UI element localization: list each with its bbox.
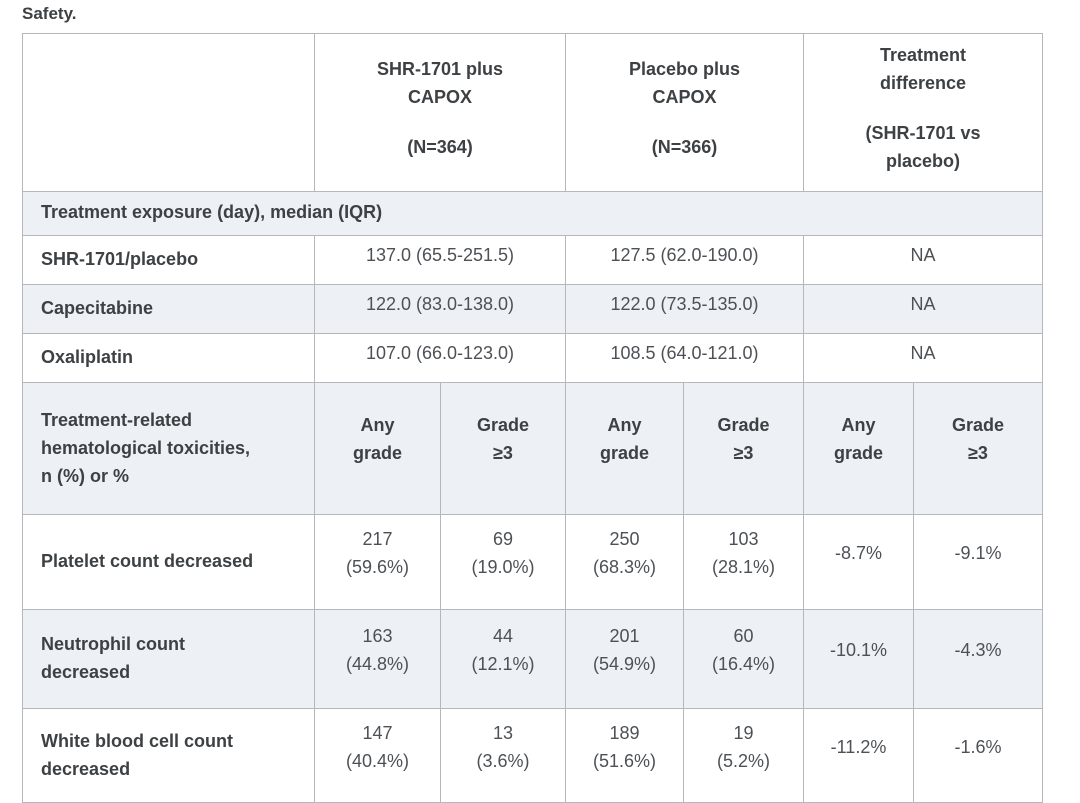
value-shr: 137.0 (65.5-251.5) <box>314 235 566 286</box>
count: 250 <box>609 529 640 550</box>
row-label: Platelet count decreased <box>22 514 315 611</box>
value-placebo: 127.5 (62.0-190.0) <box>565 235 804 286</box>
subheader-label: Any grade <box>833 414 884 463</box>
value-difference: NA <box>803 235 1043 286</box>
value-difference: NA <box>803 333 1043 384</box>
count: 13 <box>492 722 514 743</box>
row-label: Capecitabine <box>22 284 315 335</box>
value-placebo-grade3: 60 (16.4%) <box>683 609 804 710</box>
value-placebo-any: 250 (68.3%) <box>565 514 684 611</box>
value-shr: 122.0 (83.0-138.0) <box>314 284 566 335</box>
value-difference-any: -8.7% <box>803 514 914 611</box>
row-label: Oxaliplatin <box>22 333 315 384</box>
value-difference-grade3: -4.3% <box>913 609 1043 710</box>
percent: (44.8%) <box>345 654 410 675</box>
subheader-shr-grade3: Grade ≥3 <box>440 382 566 516</box>
value-difference-any: -10.1% <box>803 609 914 710</box>
subheader-label: Grade ≥3 <box>476 414 530 463</box>
value-placebo: 108.5 (64.0-121.0) <box>565 333 804 384</box>
row-label: White blood cell count decreased <box>22 708 315 803</box>
count: 69 <box>492 529 514 550</box>
table-row-capecitabine: Capecitabine 122.0 (83.0-138.0) 122.0 (7… <box>22 284 1043 335</box>
value-difference-any: -11.2% <box>803 708 914 803</box>
percent: (40.4%) <box>345 750 410 771</box>
row-label: SHR-1701/placebo <box>22 235 315 286</box>
section-header-label: Treatment exposure (day), median (IQR) <box>22 191 1043 237</box>
count: 217 <box>362 529 393 550</box>
toxicities-section-label: Treatment-related hematological toxiciti… <box>22 382 315 516</box>
toxicities-header-row: Treatment-related hematological toxiciti… <box>22 382 1043 516</box>
column-header-shr1701-title: SHR-1701 plus CAPOX <box>376 59 504 107</box>
percent: (59.6%) <box>345 557 410 578</box>
value-difference: NA <box>803 284 1043 335</box>
percent: (19.0%) <box>471 557 535 578</box>
subheader-shr-any-grade: Any grade <box>314 382 441 516</box>
section-header-row: Treatment exposure (day), median (IQR) <box>22 191 1043 237</box>
percent: (3.6%) <box>476 750 530 771</box>
header-blank-cell <box>22 33 315 193</box>
table-row-neutrophil: Neutrophil count decreased 163 (44.8%) 4… <box>22 609 1043 710</box>
column-header-difference-title: Treatment difference <box>879 45 967 93</box>
column-header-difference-n: (SHR-1701 vs placebo) <box>865 122 981 171</box>
value-placebo-any: 201 (54.9%) <box>565 609 684 710</box>
value-difference-grade3: -9.1% <box>913 514 1043 611</box>
percent: (16.4%) <box>711 654 776 675</box>
safety-table: SHR-1701 plus CAPOX (N=364) Placebo plus… <box>22 33 1043 803</box>
count: 103 <box>728 529 759 550</box>
table-row-oxaliplatin: Oxaliplatin 107.0 (66.0-123.0) 108.5 (64… <box>22 333 1043 384</box>
value-shr-any: 163 (44.8%) <box>314 609 441 710</box>
value-placebo-grade3: 103 (28.1%) <box>683 514 804 611</box>
subheader-difference-grade3: Grade ≥3 <box>913 382 1043 516</box>
percent: (12.1%) <box>471 654 535 675</box>
value-placebo: 122.0 (73.5-135.0) <box>565 284 804 335</box>
value-shr-grade3: 13 (3.6%) <box>440 708 566 803</box>
value-shr: 107.0 (66.0-123.0) <box>314 333 566 384</box>
count: 201 <box>609 626 640 647</box>
column-header-placebo-n: (N=366) <box>651 136 718 157</box>
page-title: Safety. <box>22 4 77 23</box>
count: 189 <box>609 722 640 743</box>
subheader-difference-any-grade: Any grade <box>803 382 914 516</box>
subheader-label: Grade ≥3 <box>717 414 770 463</box>
table-row-wbc: White blood cell count decreased 147 (40… <box>22 708 1043 803</box>
count: 147 <box>362 722 393 743</box>
column-header-shr1701-n: (N=364) <box>407 136 473 157</box>
count: 60 <box>733 626 754 647</box>
value-shr-any: 217 (59.6%) <box>314 514 441 611</box>
subheader-label: Any grade <box>599 414 650 463</box>
count: 44 <box>492 626 514 647</box>
value-difference-grade3: -1.6% <box>913 708 1043 803</box>
value-shr-any: 147 (40.4%) <box>314 708 441 803</box>
table-row-platelet: Platelet count decreased 217 (59.6%) 69 … <box>22 514 1043 611</box>
percent: (5.2%) <box>716 750 770 771</box>
percent: (51.6%) <box>592 750 657 771</box>
table-header-row: SHR-1701 plus CAPOX (N=364) Placebo plus… <box>22 33 1043 193</box>
count: 19 <box>733 722 754 743</box>
subheader-placebo-any-grade: Any grade <box>565 382 684 516</box>
column-header-placebo-title: Placebo plus CAPOX <box>628 59 741 107</box>
percent: (54.9%) <box>592 654 657 675</box>
subheader-label: Any grade <box>352 414 403 463</box>
value-placebo-grade3: 19 (5.2%) <box>683 708 804 803</box>
column-header-shr1701: SHR-1701 plus CAPOX (N=364) <box>314 33 566 193</box>
value-shr-grade3: 44 (12.1%) <box>440 609 566 710</box>
value-shr-grade3: 69 (19.0%) <box>440 514 566 611</box>
percent: (68.3%) <box>592 557 657 578</box>
percent: (28.1%) <box>711 557 776 578</box>
row-label: Neutrophil count decreased <box>22 609 315 710</box>
count: 163 <box>362 626 393 647</box>
subheader-placebo-grade3: Grade ≥3 <box>683 382 804 516</box>
column-header-difference: Treatment difference (SHR-1701 vs placeb… <box>803 33 1043 193</box>
column-header-placebo: Placebo plus CAPOX (N=366) <box>565 33 804 193</box>
table-row-shr1701-placebo: SHR-1701/placebo 137.0 (65.5-251.5) 127.… <box>22 235 1043 286</box>
value-placebo-any: 189 (51.6%) <box>565 708 684 803</box>
subheader-label: Grade ≥3 <box>951 414 1005 463</box>
